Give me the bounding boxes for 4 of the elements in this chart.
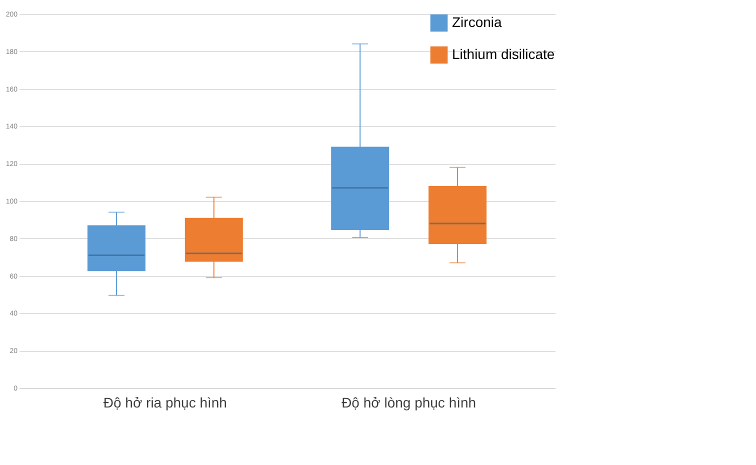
legend-label: Lithium disilicate [452,46,555,62]
legend-label: Zirconia [452,14,502,30]
x-tick-label: Độ hở lòng phục hình [342,394,476,410]
x-tick-label: Độ hở ria phục hình [103,394,227,410]
